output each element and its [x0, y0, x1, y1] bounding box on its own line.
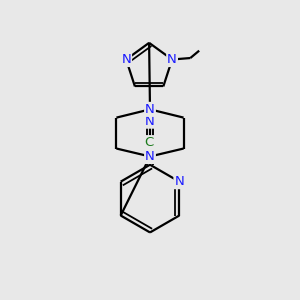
- Text: N: N: [145, 115, 155, 128]
- Text: N: N: [145, 103, 155, 116]
- Text: N: N: [145, 150, 155, 163]
- Text: N: N: [167, 53, 177, 66]
- Text: C: C: [144, 136, 153, 149]
- Text: N: N: [121, 53, 131, 66]
- Text: N: N: [174, 175, 184, 188]
